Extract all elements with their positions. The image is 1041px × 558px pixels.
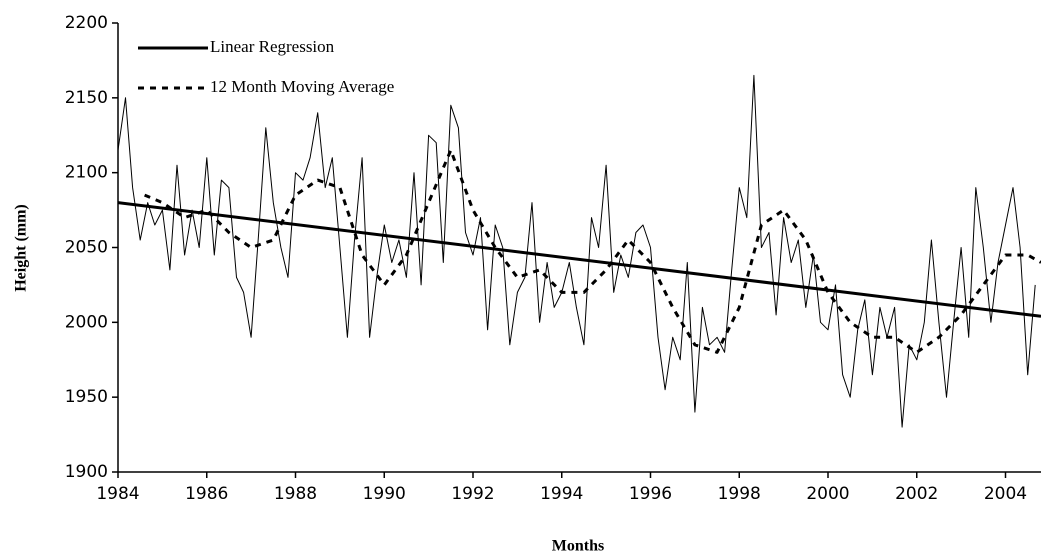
series-line [144, 148, 1041, 354]
x-tick-label: 2002 [895, 484, 938, 504]
x-tick-label: 1992 [451, 484, 494, 504]
y-axis-label: Height (mm) [13, 204, 30, 292]
x-tick-label: 1998 [718, 484, 761, 504]
series-line [117, 201, 1041, 318]
x-tick-label: 1996 [629, 484, 672, 504]
x-tick-label: 1986 [185, 484, 228, 504]
series-line [117, 74, 1036, 428]
x-tick-label: 1994 [540, 484, 583, 504]
y-tick-label: 1950 [65, 387, 108, 407]
x-tick-label: 2004 [984, 484, 1027, 504]
y-tick-label: 2200 [65, 13, 108, 33]
x-tick-label: 2000 [806, 484, 849, 504]
legend-label: 12 Month Moving Average [210, 77, 394, 96]
legend-label: Linear Regression [210, 37, 335, 56]
y-tick-label: 1900 [65, 462, 108, 482]
y-tick-label: 2150 [65, 88, 108, 108]
y-tick-label: 2000 [65, 312, 108, 332]
x-tick-label: 1984 [96, 484, 139, 504]
x-tick-label: 1988 [274, 484, 317, 504]
y-tick-label: 2100 [65, 163, 108, 183]
x-axis-label: Months [552, 538, 604, 555]
y-tick-label: 2050 [65, 238, 108, 258]
x-tick-label: 1990 [363, 484, 406, 504]
